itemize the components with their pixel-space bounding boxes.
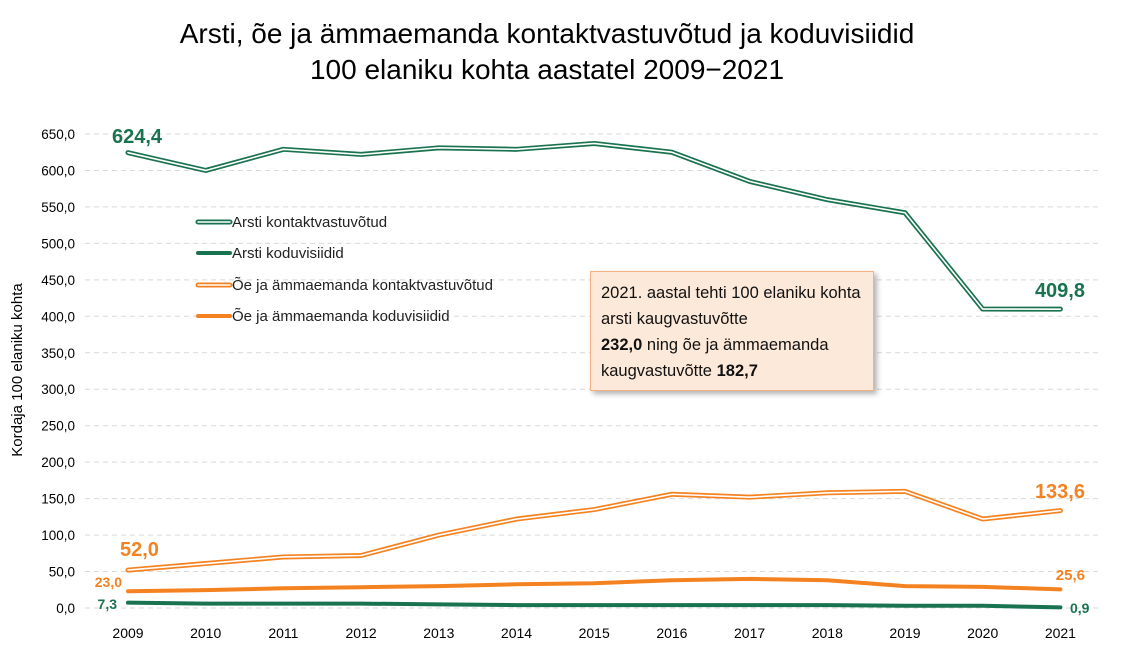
x-tick-label: 2021 [1045, 625, 1076, 641]
data-label: 133,6 [1035, 481, 1085, 503]
y-tick-label: 450,0 [41, 273, 75, 288]
x-tick-label: 2010 [190, 625, 221, 641]
x-tick-label: 2013 [423, 625, 454, 641]
y-tick-label: 350,0 [41, 346, 75, 361]
legend-label: Arsti kontaktvastuvõtud [232, 214, 387, 231]
x-tick-label: 2012 [346, 625, 377, 641]
data-label: 25,6 [1056, 567, 1085, 584]
chart-title: Arsti, õe ja ämmaemanda kontaktvastuvõtu… [179, 18, 915, 49]
legend-label: Õe ja ämmaemanda kontaktvastuvõtud [232, 277, 493, 294]
annotation-box: 2021. aastal tehti 100 elaniku kohta ars… [590, 271, 874, 391]
chart-subtitle: 100 elaniku kohta aastatel 2009−2021 [309, 54, 785, 85]
y-tick-label: 200,0 [41, 455, 75, 470]
x-tick-label: 2015 [579, 625, 610, 641]
y-tick-label: 50,0 [49, 565, 75, 580]
x-tick-label: 2014 [501, 625, 532, 641]
y-tick-label: 500,0 [41, 236, 75, 251]
y-tick-label: 600,0 [41, 163, 75, 178]
data-label: 624,4 [112, 126, 163, 148]
x-tick-label: 2016 [656, 625, 687, 641]
y-tick-label: 100,0 [41, 528, 75, 543]
annotation-value-1: 232,0 [601, 336, 643, 354]
x-tick-label: 2018 [812, 625, 843, 641]
y-tick-label: 400,0 [41, 309, 75, 324]
x-tick-label: 2019 [889, 625, 920, 641]
data-label: 52,0 [120, 539, 159, 561]
y-tick-label: 150,0 [41, 492, 75, 507]
y-tick-label: 0,0 [56, 601, 75, 616]
y-tick-label: 250,0 [41, 419, 75, 434]
legend-label: Arsti koduvisiidid [232, 245, 344, 262]
y-tick-label: 550,0 [41, 200, 75, 215]
x-tick-label: 2011 [268, 625, 298, 641]
annotation-value-2: 182,7 [716, 362, 758, 380]
x-tick-label: 2017 [734, 625, 765, 641]
data-label: 23,0 [95, 574, 122, 590]
y-tick-label: 300,0 [41, 382, 75, 397]
annotation-text-1: 2021. aastal tehti 100 elaniku kohta ars… [601, 284, 861, 328]
annotation-text-2: ning õe ja ämmaemanda kaugvastuvõtte [601, 336, 829, 380]
series-line-inner [127, 490, 1062, 571]
data-label: 0,9 [1070, 600, 1090, 616]
data-label: 7,3 [98, 596, 118, 612]
x-tick-label: 2009 [112, 625, 143, 641]
y-tick-label: 650,0 [41, 127, 75, 142]
series-line [126, 576, 1063, 594]
data-label: 409,8 [1035, 280, 1085, 302]
y-axis-label: Kordaja 100 elaniku kohta [9, 283, 26, 457]
legend-label: Õe ja ämmaemanda koduvisiidid [232, 308, 450, 325]
x-tick-label: 2020 [967, 625, 998, 641]
